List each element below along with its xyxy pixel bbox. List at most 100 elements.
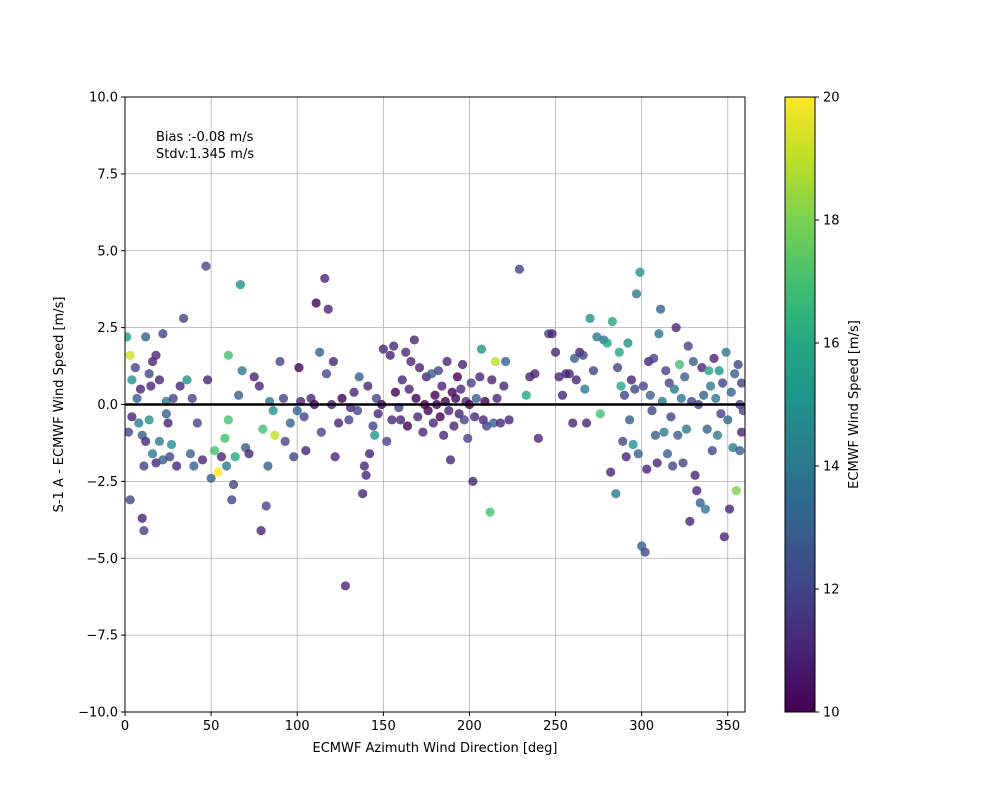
colorbar-tick-label: 12	[823, 583, 840, 598]
scatter-point	[285, 418, 295, 428]
scatter-point	[134, 418, 144, 428]
scatter-point	[550, 347, 561, 357]
y-axis-label: S-1 A - ECMWF Wind Speed [m/s]	[52, 297, 67, 513]
scatter-point	[254, 381, 264, 391]
scatter-point	[328, 356, 338, 367]
scatter-point	[625, 415, 635, 425]
x-axis-label: ECMWF Azimuth Wind Direction [deg]	[313, 741, 558, 756]
scatter-point	[315, 347, 325, 357]
colorbar-label: ECMWF Wind Speed [m/s]	[847, 320, 862, 489]
y-tick-label: 7.5	[97, 167, 118, 182]
scatter-point	[387, 415, 397, 425]
scatter-point	[456, 384, 466, 394]
scatter-point	[666, 412, 676, 422]
scatter-point	[631, 289, 642, 299]
scatter-point	[733, 359, 743, 370]
scatter-point	[201, 261, 211, 271]
scatter-point	[647, 406, 657, 416]
scatter-point	[437, 381, 447, 391]
scatter-point	[602, 338, 612, 348]
scatter-point	[457, 359, 468, 370]
y-tick-label: 2.5	[97, 321, 118, 336]
scatter-point	[165, 452, 175, 462]
scatter-point	[185, 449, 196, 459]
scatter-point	[178, 313, 189, 323]
scatter-point	[592, 332, 602, 342]
x-tick-label: 50	[203, 719, 220, 734]
scatter-point	[688, 356, 698, 367]
scatter-point	[578, 350, 588, 360]
scatter-point	[463, 433, 473, 443]
scatter-point	[413, 412, 423, 422]
scatter-point	[385, 350, 395, 360]
scatter-point	[125, 495, 135, 505]
colorbar-tick-label: 16	[823, 337, 840, 352]
scatter-point	[141, 332, 151, 342]
scatter-point	[630, 384, 640, 394]
scatter-point	[501, 356, 511, 367]
x-tick-label: 0	[121, 719, 129, 734]
scatter-point	[702, 424, 712, 434]
scatter-point	[163, 418, 173, 428]
scatter-point	[547, 329, 557, 339]
scatter-point	[723, 415, 733, 425]
scatter-point	[354, 372, 364, 382]
scatter-point	[711, 393, 721, 403]
stdv-annotation: Stdv:1.345 m/s	[156, 147, 254, 162]
scatter-point	[139, 525, 149, 536]
scatter-point	[514, 264, 524, 274]
scatter-point	[568, 418, 578, 428]
scatter-point	[280, 436, 290, 446]
scatter-point	[490, 356, 500, 367]
scatter-point	[361, 470, 371, 480]
scatter-point	[147, 449, 158, 459]
scatter-point	[223, 415, 233, 425]
scatter-point	[203, 375, 213, 385]
scatter-point	[488, 418, 499, 428]
scatter-point	[154, 375, 165, 385]
scatter-point	[504, 415, 514, 425]
bias-annotation: Bias :-0.08 m/s	[156, 130, 254, 145]
scatter-point	[581, 418, 592, 428]
scatter-point	[256, 525, 266, 536]
scatter-point	[401, 347, 411, 357]
scatter-point	[554, 372, 564, 382]
scatter-point	[673, 430, 683, 440]
scatter-point	[320, 273, 330, 284]
scatter-point	[146, 381, 156, 391]
scatter-point	[235, 279, 245, 290]
scatter-point	[724, 504, 735, 514]
scatter-point	[268, 406, 278, 416]
scatter-point	[690, 470, 700, 480]
scatter-point	[130, 363, 140, 373]
scatter-point	[258, 424, 268, 434]
scatter-point	[482, 421, 492, 431]
scatter-point	[530, 369, 540, 379]
scatter-point	[321, 369, 332, 379]
scatter-point	[230, 452, 240, 462]
scatter-point	[714, 366, 724, 376]
y-tick-label: 0.0	[97, 398, 118, 413]
scatter-point	[364, 449, 375, 459]
scatter-point	[213, 467, 223, 477]
scatter-point	[635, 267, 645, 277]
scatter-point	[588, 366, 599, 376]
y-tick-label: −10.0	[78, 706, 118, 721]
scatter-point	[628, 439, 638, 450]
scatter-point	[699, 390, 709, 400]
scatter-point	[161, 409, 171, 419]
scatter-point	[564, 369, 574, 379]
scatter-point	[139, 461, 149, 471]
scatter-point	[738, 406, 745, 416]
scatter-point	[330, 452, 340, 462]
x-tick-label: 100	[285, 719, 310, 734]
scatter-point	[492, 393, 502, 403]
scatter-point	[705, 381, 716, 391]
scatter-point	[451, 393, 461, 403]
scatter-point	[612, 363, 623, 373]
scatter-point	[721, 347, 731, 357]
scatter-point	[607, 316, 617, 327]
scatter-point	[649, 353, 659, 363]
scatter-point	[249, 372, 259, 382]
